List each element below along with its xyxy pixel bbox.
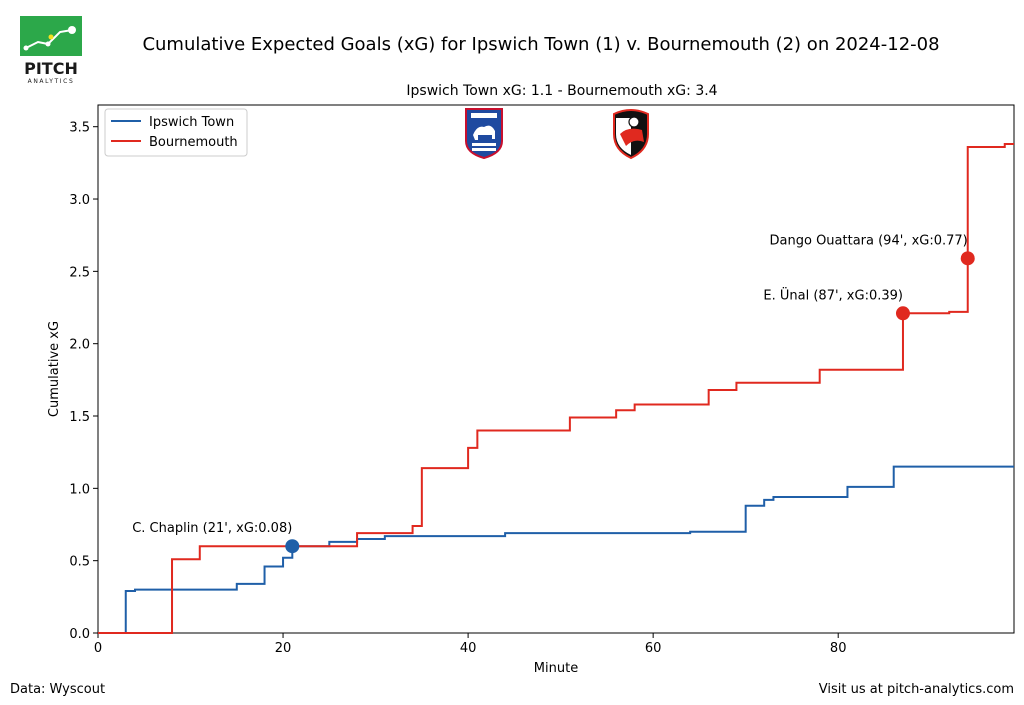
- pitch-analytics-logo: PITCH ANALYTICS: [18, 16, 86, 86]
- footer-website: Visit us at pitch-analytics.com: [819, 682, 1014, 697]
- x-tick-label: 0: [94, 641, 102, 656]
- plot-area: 0 20 40 60 80 0.0 0.5 1.0 1.5 2.0 2.5 3.0 3.5 Minute C…: [47, 104, 1015, 676]
- series-line-bournemouth: [98, 143, 1014, 634]
- footer-source: Data: Wyscout: [10, 682, 105, 697]
- legend-label-ipswich: Ipswich Town: [149, 115, 234, 130]
- series-line-ipswich-town: [98, 465, 1014, 634]
- x-tick-label: 40: [460, 641, 477, 656]
- legend-label-bournemouth: Bournemouth: [149, 135, 238, 150]
- y-tick-label: 1.5: [69, 410, 90, 425]
- x-tick-label: 80: [830, 641, 847, 656]
- x-axis-label: Minute: [534, 661, 578, 676]
- logo-sub: ANALYTICS: [28, 78, 75, 85]
- y-tick-label: 3.5: [69, 121, 90, 136]
- goal-marker: [285, 539, 300, 554]
- ipswich-town-crest-icon: [465, 108, 503, 160]
- legend: Ipswich Town Bournemouth: [104, 108, 248, 157]
- logo-word: PITCH: [24, 59, 78, 78]
- plot-frame: [97, 104, 1015, 634]
- y-tick-label: 2.5: [69, 265, 90, 280]
- goal-marker: [960, 251, 975, 266]
- goal-label: E. Ünal (87', xG:0.39): [763, 286, 903, 303]
- goal-marker: [895, 306, 910, 321]
- x-tick-label: 60: [645, 641, 662, 656]
- goal-label: C. Chaplin (21', xG:0.08): [132, 521, 292, 536]
- y-axis-label: Cumulative xG: [47, 321, 62, 417]
- x-tick-label: 20: [275, 641, 292, 656]
- goal-label: Dango Ouattara (94', xG:0.77): [770, 233, 968, 248]
- y-tick-label: 2.0: [69, 338, 90, 353]
- y-tick-label: 0.5: [69, 555, 90, 570]
- bournemouth-crest-icon: [613, 109, 649, 160]
- chart-subtitle: Ipswich Town xG: 1.1 - Bournemouth xG: 3…: [406, 83, 717, 99]
- y-tick-label: 0.0: [69, 627, 90, 642]
- y-tick-label: 1.0: [69, 482, 90, 497]
- chart-title: Cumulative Expected Goals (xG) for Ipswi…: [142, 34, 939, 55]
- y-tick-label: 3.0: [69, 193, 90, 208]
